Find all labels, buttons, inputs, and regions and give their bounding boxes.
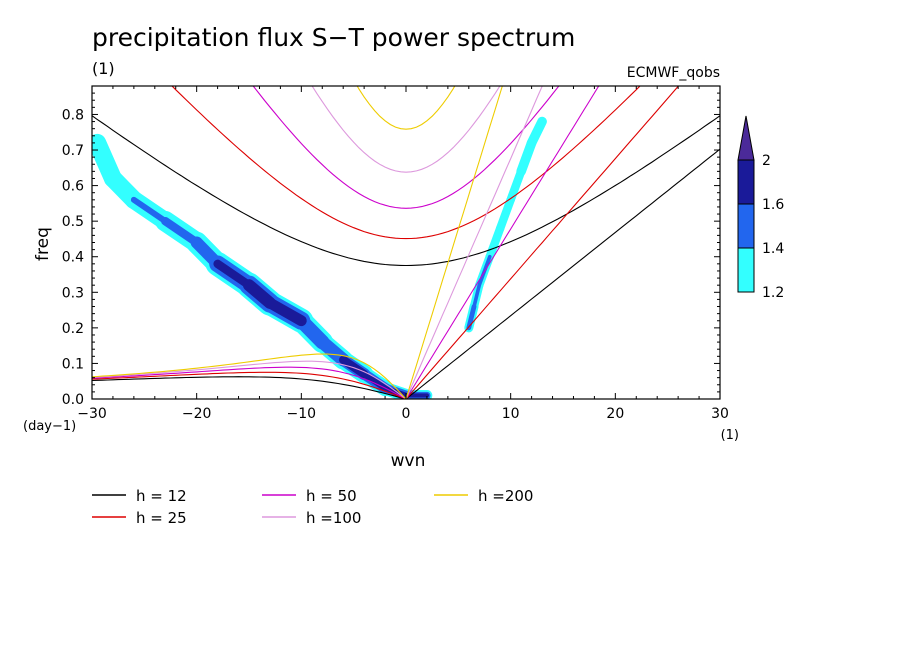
y-tick-label: 0.4 [62, 250, 84, 266]
legend-label: h = 25 [136, 509, 187, 527]
colorbar: 1.2 1.4 1.6 2 [737, 115, 784, 301]
y-tick-label: 0.7 [62, 143, 84, 159]
ig-curve-h25 [171, 86, 641, 240]
colorbar-label: 1.2 [762, 285, 784, 301]
x-axis-label: wvn [391, 451, 426, 471]
ig-curve-h200 [356, 86, 456, 130]
legend-label: h =100 [306, 509, 361, 527]
colorbar-label: 1.6 [762, 197, 784, 213]
x-tick-label: 20 [606, 406, 624, 422]
y-tick-label: 0.5 [62, 214, 84, 230]
contour-band-westward-band-w3 [339, 355, 369, 379]
colorbar-swatch [737, 159, 755, 205]
chart-subtitle-left: (1) [92, 59, 115, 78]
colorbar-swatch [737, 203, 755, 249]
contour-band-eastward-band-w1 [506, 167, 526, 205]
y-tick-label: 0.6 [62, 179, 84, 195]
y-tick-label: 0.0 [62, 392, 84, 408]
x-tick-label: 30 [711, 406, 729, 422]
contour-band-eastward-band-w1 [526, 116, 547, 148]
x-tick-label: 10 [502, 406, 520, 422]
kelvin-curve-h200 [405, 86, 503, 399]
kelvin-curve-h50 [405, 86, 600, 399]
contour-band-eastward-band-w1 [516, 138, 537, 177]
kelvin-curve-h12 [405, 148, 720, 399]
y-axis-label: freq [33, 227, 53, 261]
y-tick-label: 0.3 [62, 285, 84, 301]
contour-band-eastward-band-w2 [466, 304, 477, 331]
colorbar-arrow [737, 115, 755, 161]
rossby-curve-h25 [92, 371, 407, 399]
contour-band-westward-band-w3 [264, 297, 307, 327]
rossby-curve-h100 [92, 360, 407, 399]
contour-band-eastward-band-w1 [496, 195, 515, 233]
legend-label: h = 50 [306, 487, 357, 505]
colorbar-label: 1.4 [762, 241, 784, 257]
y-tick-label: 0.8 [62, 107, 84, 123]
ig-curve-h100 [311, 86, 501, 173]
dispersion-curves [92, 86, 720, 399]
rossby-curve-h50 [92, 366, 407, 399]
x-tick-label: 0 [402, 406, 411, 422]
contour-band-westward-band-w3 [213, 259, 254, 290]
ig-curve-h50 [252, 86, 560, 209]
x-tick-label: −30 [77, 406, 107, 422]
x-tick-label: −10 [287, 406, 317, 422]
contour-band-eastward-band-w1 [485, 224, 505, 261]
legend-label: h = 12 [136, 487, 187, 505]
x-tick-label: −20 [182, 406, 212, 422]
colorbar-swatch [737, 247, 755, 293]
legend: h = 12 h = 25 h = 50 h =100 h =200 [92, 487, 533, 527]
rossby-curve-h12 [92, 376, 407, 399]
chart-subtitle-right: ECMWF_qobs [627, 65, 720, 81]
contour-band-westward-band-w2 [161, 216, 201, 247]
y-axis-unit: (day−1) [23, 419, 76, 434]
contour-fills [92, 116, 547, 399]
y-tick-label: 0.1 [62, 356, 84, 372]
kelvin-curve-h25 [405, 86, 680, 399]
legend-label: h =200 [478, 487, 533, 505]
contour-band-eastward-band-w2 [472, 283, 482, 309]
x-axis-unit: (1) [721, 428, 739, 443]
chart-title: precipitation flux S−T power spectrum [92, 23, 575, 52]
rossby-curve-h200 [92, 353, 407, 399]
contour-band-westward-band-w2 [130, 196, 169, 225]
y-tick-label: 0.2 [62, 321, 84, 337]
kelvin-curve-h100 [405, 86, 543, 399]
ig-curve-h12 [92, 115, 720, 267]
colorbar-label: 2 [762, 153, 771, 169]
axes: −30 −20 −10 0 10 20 30 0.0 0.1 0.2 0.3 0.4 0.5 0.6 0.7… [62, 86, 729, 422]
